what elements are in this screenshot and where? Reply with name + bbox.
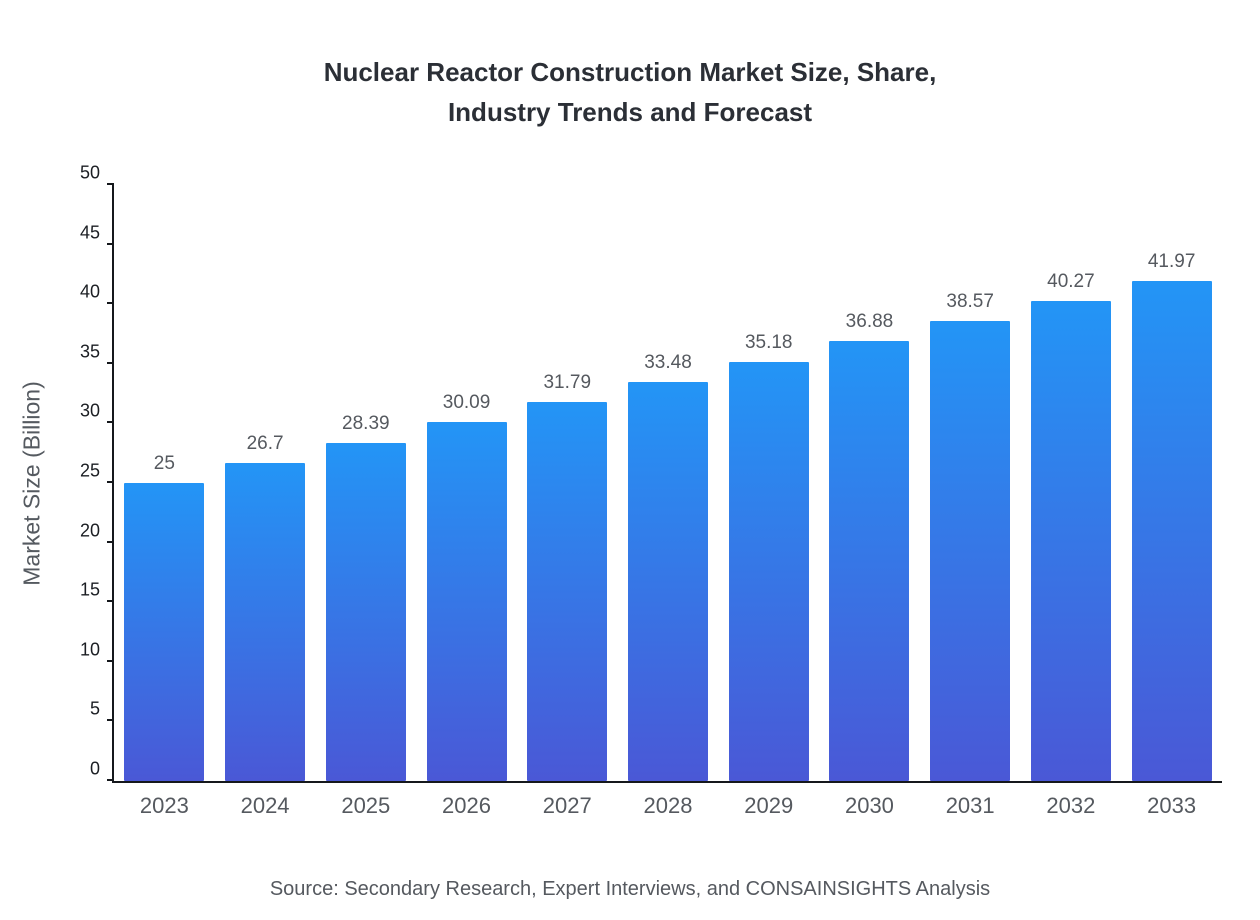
bar-value-label: 35.18 [744, 332, 793, 353]
x-tick-label: 2032 [1046, 793, 1096, 818]
y-axis-title: Market Size (Billion) [18, 381, 45, 586]
y-tick-label: 20 [79, 520, 100, 541]
bar [729, 362, 809, 781]
x-tick-label: 2027 [542, 793, 592, 818]
y-tick-mark [107, 421, 114, 424]
y-tick-label: 10 [79, 639, 100, 660]
bar [930, 321, 1010, 781]
x-tick-label: 2028 [643, 793, 693, 818]
bar-value-label: 31.79 [543, 372, 592, 393]
y-tick-mark [107, 659, 114, 662]
y-tick-label: 25 [79, 460, 100, 481]
x-tick-label: 2026 [442, 793, 492, 818]
y-tick-mark [107, 361, 114, 364]
x-tick-label: 2031 [945, 793, 995, 818]
y-tick-mark [107, 600, 114, 603]
bar [225, 463, 305, 781]
y-tick-label: 40 [79, 281, 100, 302]
y-tick-mark [107, 302, 114, 305]
bar [527, 402, 607, 781]
y-tick-mark [107, 183, 114, 185]
y-tick-mark [107, 242, 114, 245]
bar-value-label: 38.57 [946, 291, 994, 312]
bar [628, 382, 708, 781]
chart-title: Nuclear Reactor Construction Market Size… [0, 52, 1260, 132]
x-tick-label: 2024 [240, 793, 290, 818]
source-note: Source: Secondary Research, Expert Inter… [269, 878, 991, 900]
bar [1132, 281, 1212, 781]
plot-area: 0 5 10 15 20 25 30 35 40 45 50 25 2023 26.7 2024 28.39 2… [80, 163, 1222, 818]
bar [427, 422, 507, 781]
x-tick-label: 2030 [844, 793, 894, 818]
y-tick-label: 5 [89, 698, 100, 719]
y-tick-label: 30 [79, 400, 100, 421]
y-tick-mark [107, 719, 114, 722]
chart-title-line-2: Industry Trends and Forecast [447, 97, 813, 127]
bar [326, 443, 406, 781]
bar-value-label: 36.88 [845, 311, 894, 332]
y-tick-mark [107, 779, 114, 781]
y-tick-label: 15 [79, 579, 100, 600]
y-tick-label: 0 [89, 758, 100, 779]
bar-value-label: 28.39 [342, 413, 390, 434]
y-tick-label: 50 [79, 162, 100, 183]
y-tick-label: 45 [79, 222, 100, 243]
x-tick-label: 2029 [744, 793, 794, 818]
x-tick-label: 2023 [139, 793, 189, 818]
bar [1031, 301, 1111, 781]
bar-value-label: 30.09 [442, 392, 491, 413]
x-tick-label: 2033 [1147, 793, 1197, 818]
y-tick-label: 35 [79, 341, 100, 362]
bar-value-label: 26.7 [246, 433, 284, 454]
bar [124, 483, 204, 781]
bar-value-label: 40.27 [1047, 271, 1095, 292]
bar-value-label: 41.97 [1147, 251, 1196, 272]
y-tick-mark [107, 481, 114, 483]
bar-value-label: 25 [153, 453, 175, 474]
bar-value-label: 33.48 [644, 352, 692, 373]
bar [829, 341, 909, 781]
x-tick-label: 2025 [341, 793, 391, 818]
y-tick-mark [107, 540, 114, 543]
chart-title-line-1: Nuclear Reactor Construction Market Size… [323, 57, 937, 87]
